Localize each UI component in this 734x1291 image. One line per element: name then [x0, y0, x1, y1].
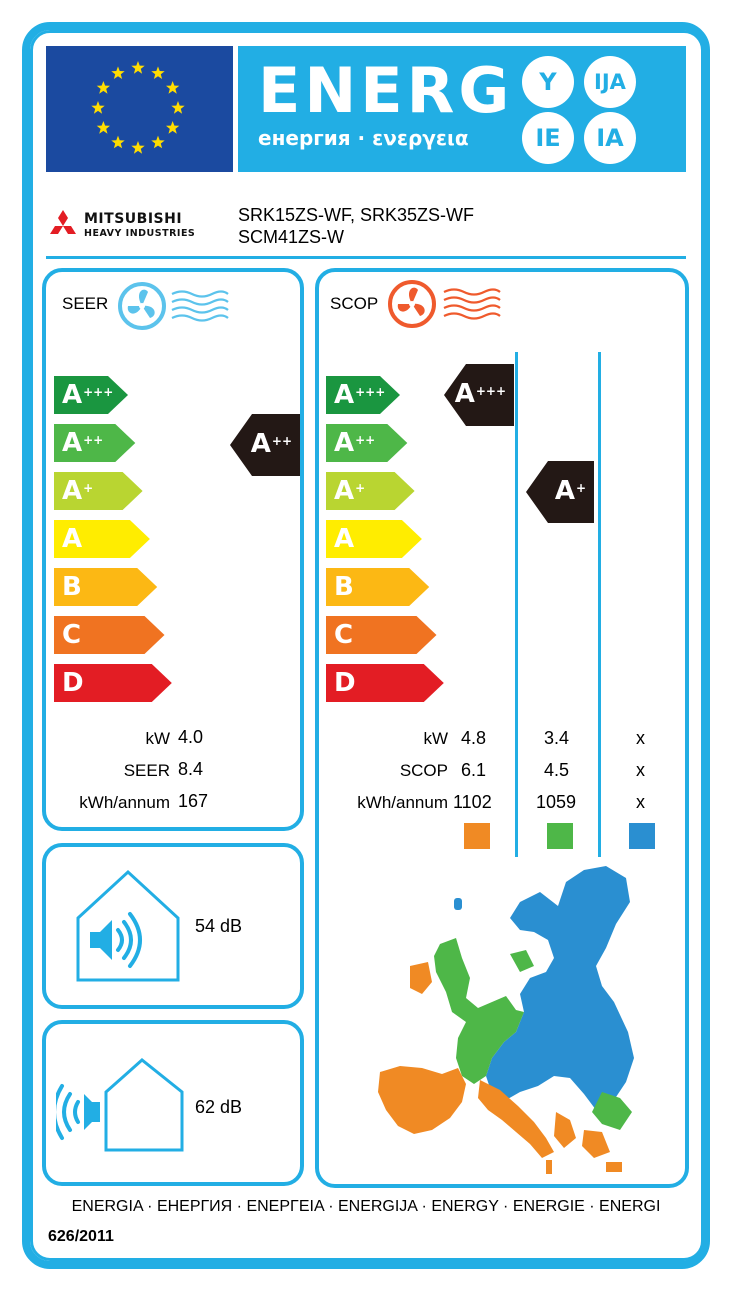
outdoor-noise-panel: [42, 1020, 304, 1186]
seer-row-label-seer: SEER: [123, 761, 170, 780]
outdoor-noise-value: 62 dB: [195, 1097, 243, 1117]
suffix-ie: IE: [522, 112, 574, 164]
seer-row-label-kwh: kWh/annum: [79, 793, 170, 812]
outdoor-speaker-icon: [56, 1058, 184, 1152]
europe-climate-zone-map: [378, 866, 634, 1174]
scop-colder-kwh: x: [636, 792, 645, 812]
scop-colder-scop: x: [636, 760, 645, 780]
scop-warmer-kw: 4.8: [461, 728, 487, 748]
scop-average-kwh: 1059: [536, 792, 577, 812]
eu-star-icon: [131, 141, 145, 154]
energy-title: ENERG: [258, 54, 514, 127]
scop-class-a-1plus: A+: [326, 472, 417, 510]
zone-divider-2: [598, 352, 601, 857]
eu-star-icon: [111, 66, 125, 79]
scop-average-kw: 3.4: [544, 728, 570, 748]
scop-class-c: C: [326, 616, 439, 654]
eu-star-icon: [166, 81, 180, 94]
suffix-ija: IJA: [584, 56, 636, 108]
seer-label: SEER: [62, 294, 109, 313]
seer-row-label-kw: kW: [145, 729, 170, 748]
regulation-number: 626/2011: [48, 1228, 114, 1245]
scop-class-a-3plus: A+++: [326, 376, 402, 414]
scop-warmer-kwh: 1102: [453, 792, 492, 812]
suffix-ia: IA: [584, 112, 636, 164]
eu-star-icon: [151, 135, 165, 149]
scop-row-label-kwh: kWh/annum: [357, 793, 448, 812]
brand-name: MITSUBISHI: [84, 211, 183, 227]
scop-class-a-2plus: A++: [326, 424, 409, 462]
seer-panel: [42, 268, 304, 831]
scop-row-label-kw: kW: [423, 729, 448, 748]
seer-class-a-1plus: A+: [54, 472, 145, 510]
suffix-y: Y: [522, 56, 574, 108]
zone-swatch-average: [547, 823, 573, 849]
scop-average-scop: 4.5: [544, 760, 570, 780]
model-line-2: SCM41ZS-W: [238, 227, 345, 247]
scop-rating-warmer: A+++: [444, 364, 514, 426]
eu-flag: [46, 46, 233, 172]
energy-header-band: ENERG енергия · ενεργεια Y IJA IE IA: [238, 46, 686, 172]
seer-value-kwh: 167: [178, 791, 209, 811]
eu-star-icon: [166, 121, 180, 134]
indoor-speaker-icon: [76, 869, 180, 982]
eu-star-icon: [96, 81, 110, 94]
scop-panel: [315, 268, 689, 1188]
model-names: SRK15ZS-WF, SRK35ZS-WF SCM41ZS-W: [238, 204, 474, 248]
indoor-noise-panel: [42, 843, 304, 1009]
eu-star-icon: [111, 135, 125, 149]
energy-subtitle: енергия · ενεργεια: [258, 126, 469, 150]
eu-star-icon: [91, 101, 105, 114]
seer-class-d: D: [54, 664, 174, 702]
eu-star-icon: [151, 66, 165, 79]
scop-class-a: A: [326, 520, 424, 558]
seer-value-seer: 8.4: [178, 759, 204, 779]
brand-subtitle: HEAVY INDUSTRIES: [84, 228, 196, 239]
zone-swatch-warmer: [464, 823, 490, 849]
scop-label: SCOP: [330, 294, 379, 313]
scop-class-d: D: [326, 664, 446, 702]
brand-logo: MITSUBISHI HEAVY INDUSTRIES: [46, 208, 216, 244]
seer-class-a: A: [54, 520, 152, 558]
fan-heating-icon: [388, 280, 501, 328]
header-divider: [46, 256, 686, 259]
zone-swatch-colder: [629, 823, 655, 849]
zone-divider-1: [515, 352, 518, 857]
seer-class-c: C: [54, 616, 167, 654]
indoor-noise-value: 54 dB: [195, 916, 243, 936]
eu-stars-icon: [91, 61, 185, 154]
scop-colder-kw: x: [636, 728, 645, 748]
scop-row-label-scop: SCOP: [399, 761, 448, 780]
fan-cooling-icon: [118, 282, 229, 330]
seer-class-a-3plus: A+++: [54, 376, 130, 414]
seer-class-a-2plus: A++: [54, 424, 137, 462]
scop-class-b: B: [326, 568, 431, 606]
scop-rating-average: A+: [526, 461, 594, 523]
seer-value-kw: 4.0: [178, 727, 204, 747]
eu-star-icon: [131, 61, 145, 74]
label-inner-frame: [30, 30, 704, 1261]
seer-class-b: B: [54, 568, 159, 606]
seer-rating-mark: A++: [230, 414, 300, 476]
three-diamonds-icon: [50, 210, 76, 234]
model-line-1: SRK15ZS-WF, SRK35ZS-WF: [238, 205, 475, 225]
scop-warmer-scop: 6.1: [461, 760, 487, 780]
footer-languages: ENERGIA · ЕНЕРГИЯ · ΕΝΕΡΓΕΙΑ · ENERGIJA …: [71, 1198, 661, 1215]
eu-star-icon: [96, 121, 110, 134]
eu-star-icon: [171, 101, 185, 114]
